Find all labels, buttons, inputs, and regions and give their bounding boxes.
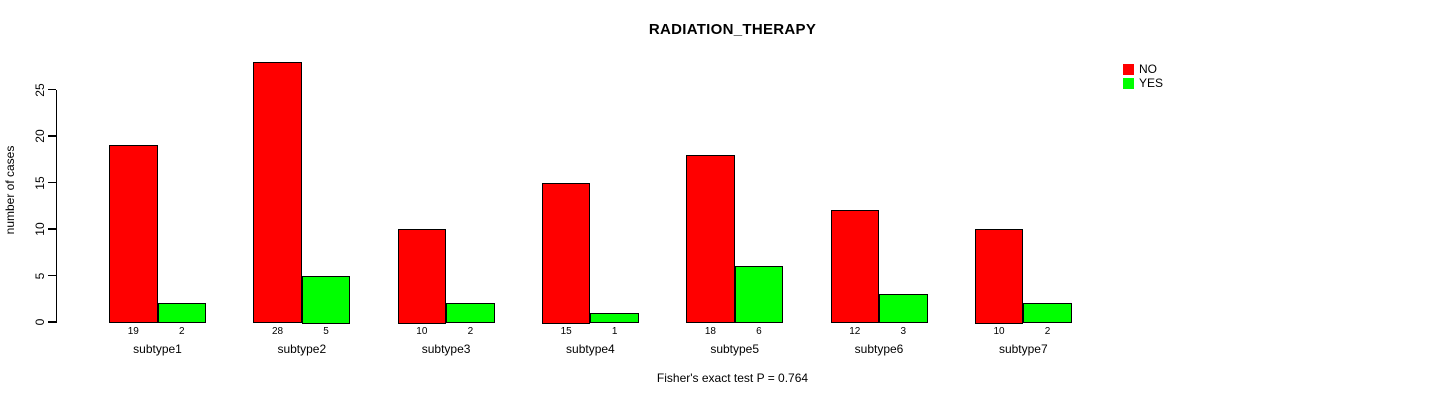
y-axis-tick	[47, 321, 56, 323]
bar-value-label: 19	[127, 326, 139, 337]
legend-label-yes: YES	[1139, 76, 1164, 90]
bar-value-label: 3	[900, 326, 907, 337]
legend-swatch-no	[1123, 64, 1134, 75]
chart-caption: Fisher's exact test P = 0.764	[656, 371, 809, 385]
bar-value-label: 2	[467, 326, 474, 337]
bar-no-subtype7	[974, 229, 1024, 324]
x-axis-category-label: subtype3	[421, 342, 471, 356]
legend: NO YES	[1123, 62, 1164, 90]
y-axis-tick	[47, 181, 56, 184]
x-axis-category-label: subtype5	[710, 342, 760, 356]
bar-no-subtype2	[253, 61, 302, 324]
x-axis-category-label: subtype1	[133, 342, 182, 356]
y-axis-tick-label: 25	[33, 82, 47, 97]
bar-no-subtype3	[397, 229, 447, 324]
y-axis-title: number of cases	[3, 145, 17, 235]
bar-no-subtype4	[541, 182, 591, 324]
bar-value-label: 12	[849, 326, 861, 337]
y-axis-tick	[47, 135, 56, 137]
legend-swatch-yes	[1123, 78, 1134, 89]
x-axis-category-label: subtype6	[854, 342, 904, 356]
bar-value-label: 5	[323, 326, 329, 337]
bar-value-label: 6	[756, 326, 762, 337]
bar-value-label: 10	[416, 326, 428, 337]
y-axis-tick	[47, 274, 56, 277]
bar-no-subtype1	[109, 145, 158, 324]
y-axis-tick	[47, 88, 56, 91]
bar-yes-subtype6	[879, 294, 928, 324]
bar-yes-subtype5	[734, 266, 784, 324]
bar-value-label: 2	[178, 326, 185, 337]
bar-value-label: 1	[611, 326, 618, 337]
bar-value-label: 18	[704, 326, 716, 337]
legend-label-no: NO	[1139, 62, 1157, 76]
bar-value-label: 10	[993, 326, 1005, 337]
legend-item-no: NO	[1123, 62, 1163, 76]
y-axis-tick	[47, 228, 56, 230]
legend-item-yes: YES	[1123, 76, 1164, 90]
y-axis-tick-label: 20	[33, 129, 47, 143]
bar-yes-subtype7	[1023, 303, 1072, 324]
bar-value-label: 2	[1044, 326, 1051, 337]
bar-no-subtype5	[686, 154, 735, 324]
y-axis-tick-label: 0	[33, 318, 47, 326]
bar-yes-subtype3	[446, 303, 495, 324]
y-axis-tick-label: 5	[33, 272, 47, 279]
y-axis-tick-label: 10	[33, 222, 47, 236]
y-axis-tick-label: 15	[33, 175, 47, 190]
x-axis-category-label: subtype2	[277, 342, 327, 356]
bar-value-label: 15	[560, 326, 572, 337]
bar-yes-subtype1	[157, 303, 206, 324]
bar-no-subtype6	[830, 210, 879, 324]
chart-title: RADIATION_THERAPY	[648, 21, 817, 38]
y-axis-line	[55, 89, 57, 324]
bar-yes-subtype4	[590, 312, 639, 324]
bar-yes-subtype2	[301, 275, 351, 324]
x-axis-category-label: subtype4	[566, 342, 615, 356]
x-axis-category-label: subtype7	[998, 342, 1048, 356]
bar-value-label: 28	[271, 326, 284, 337]
